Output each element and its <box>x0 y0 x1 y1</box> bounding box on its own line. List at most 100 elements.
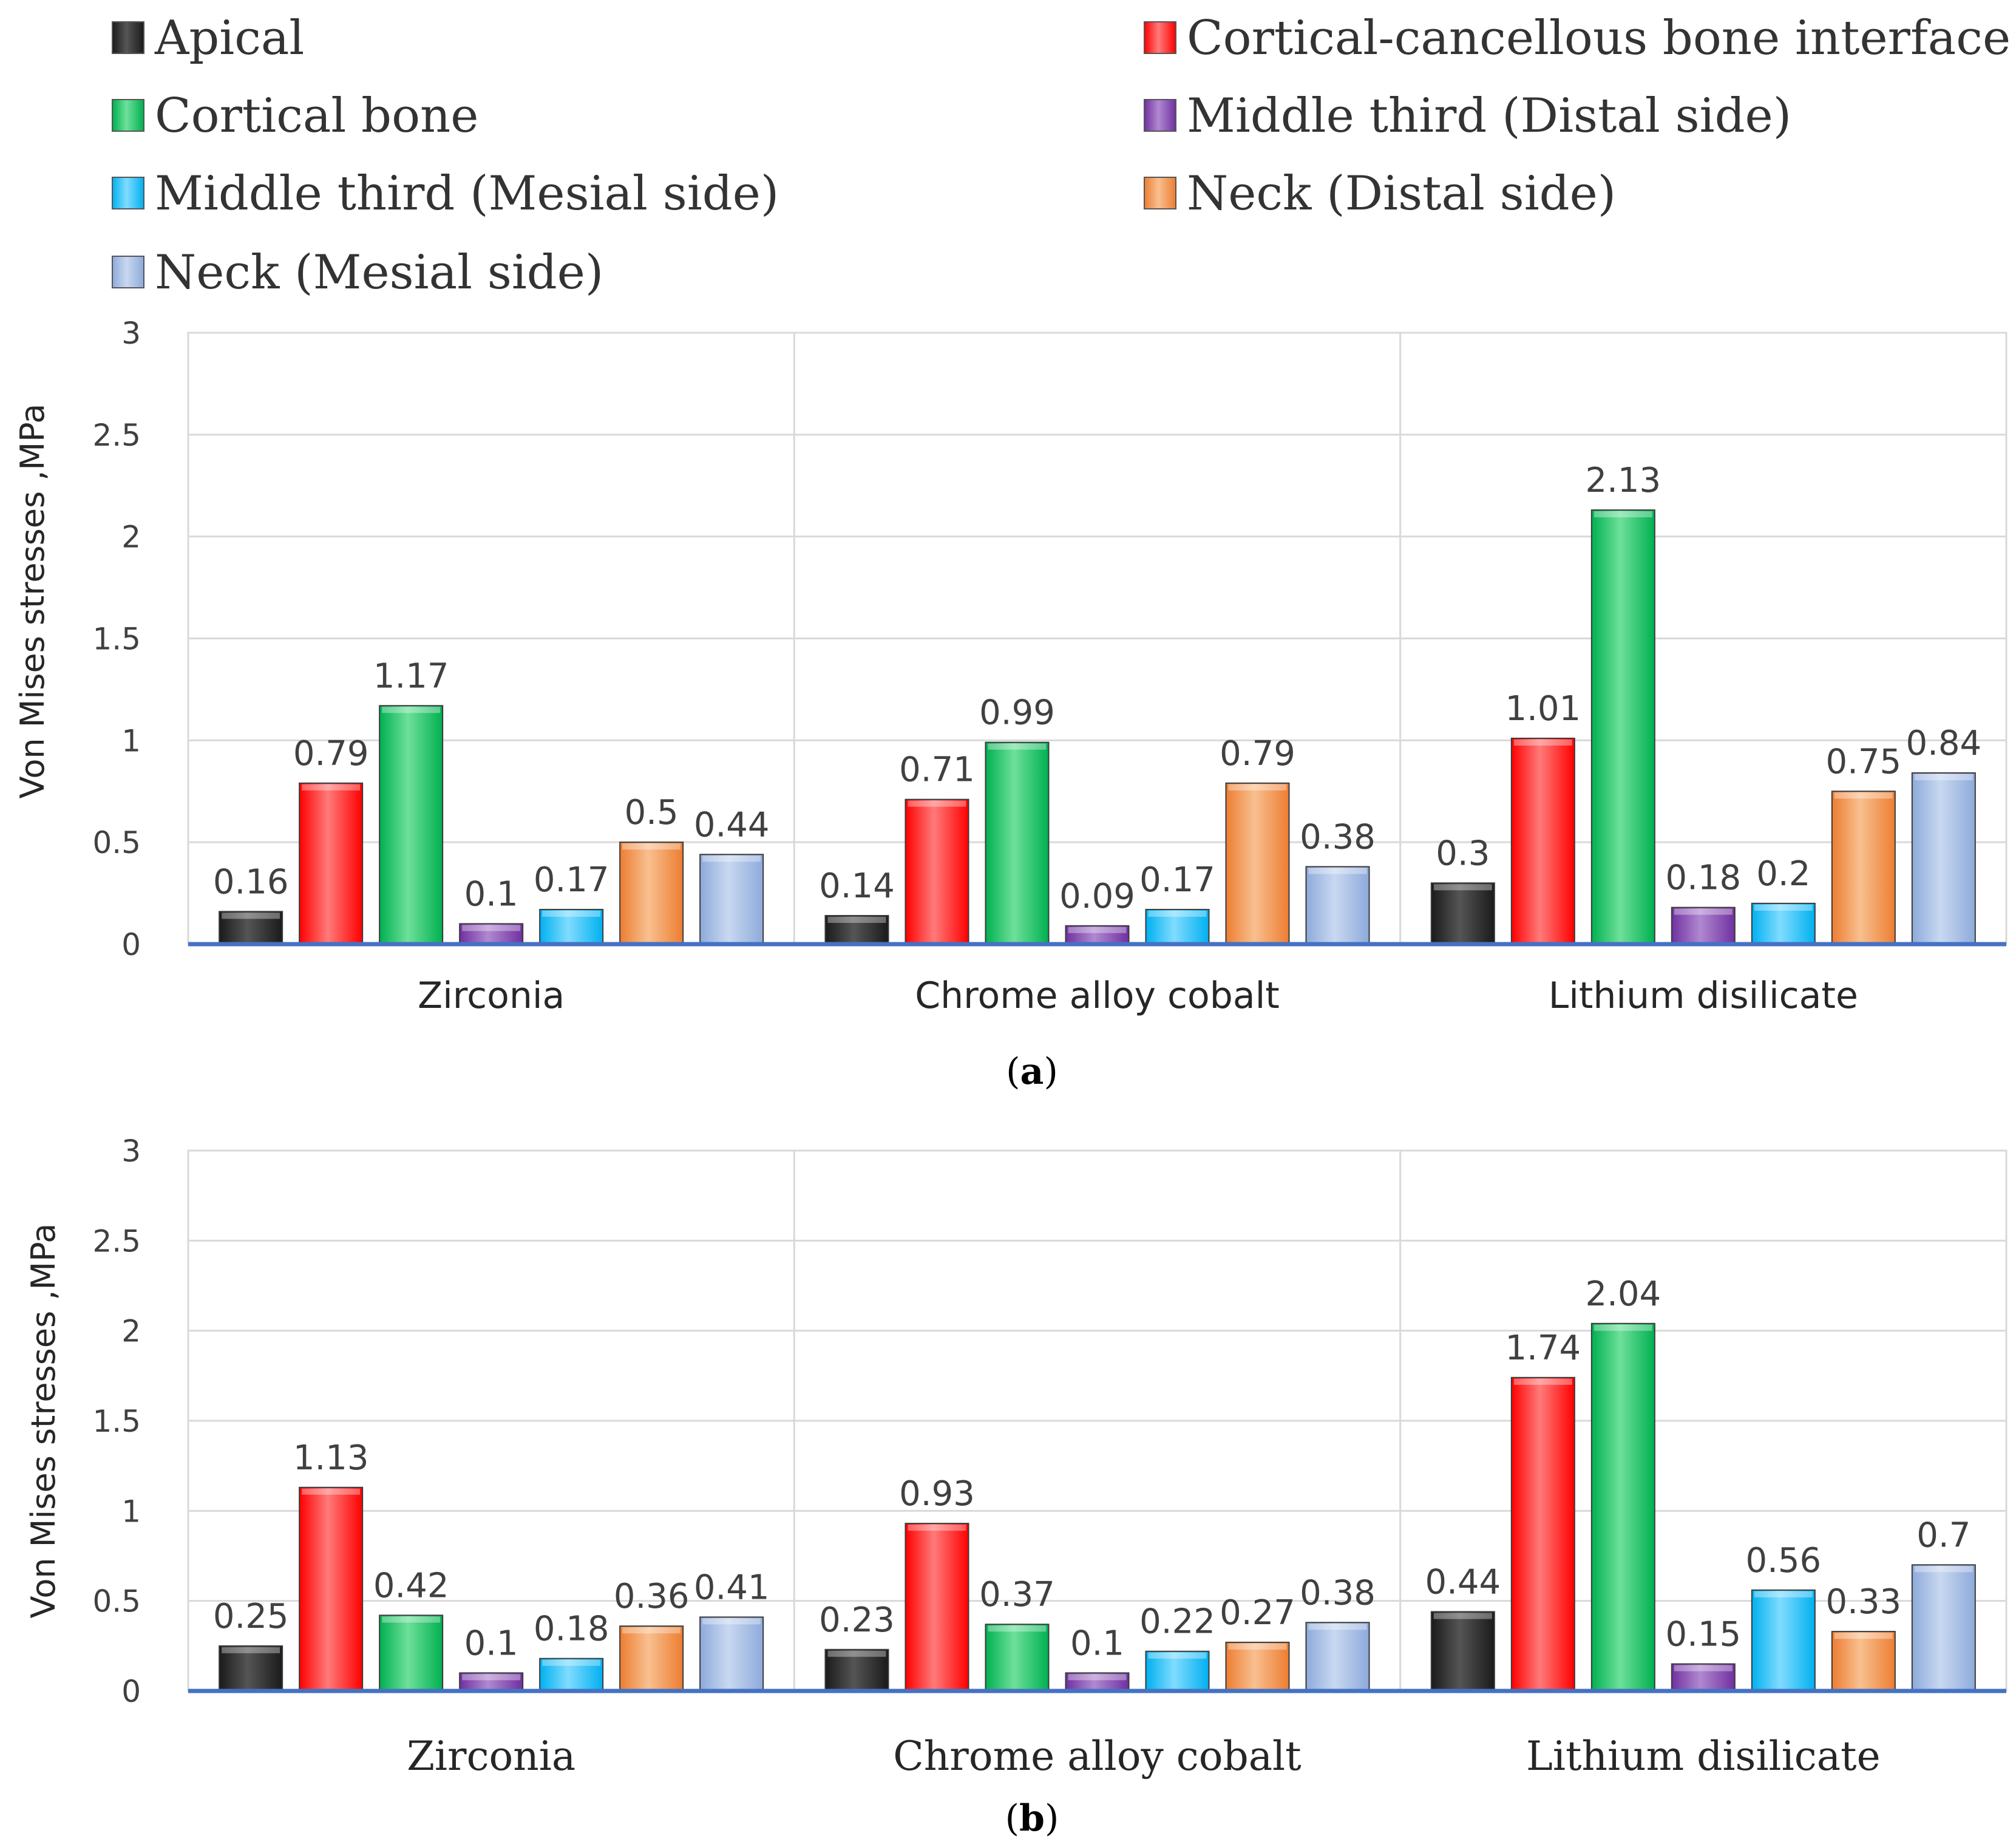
bar-chrome-alloy-cobalt-apical <box>824 1648 889 1692</box>
bar-lithium-disilicate-middle-third-distal-side <box>1671 1663 1736 1692</box>
bar-bevel-zirconia-middle-third-distal-side <box>462 1674 521 1681</box>
bar-chrome-alloy-cobalt-middle-third-distal-side <box>1065 925 1130 945</box>
bar-chrome-alloy-cobalt-cortical-bone <box>985 741 1050 945</box>
bar-zirconia-apical <box>219 1645 283 1692</box>
bar-bevel-chrome-alloy-cobalt-cortical-cancellous-bone-interface <box>908 800 966 807</box>
bar-bevel-lithium-disilicate-middle-third-distal-side <box>1674 908 1733 915</box>
y-axis-label: Von Mises stresses ,MPa <box>13 404 52 799</box>
data-label-chrome-alloy-cobalt-middle-third-distal-side: 0.1 <box>1070 1624 1124 1663</box>
bar-chrome-alloy-cobalt-apical <box>824 915 889 945</box>
bar-bevel-lithium-disilicate-apical <box>1433 884 1492 891</box>
bar-zirconia-cortical-bone <box>379 705 444 945</box>
legend-swatch-neck-mesial-side <box>112 256 144 288</box>
y-tick-label: 0 <box>121 927 141 962</box>
data-label-zirconia-neck-distal-side: 0.36 <box>614 1577 690 1616</box>
bar-chrome-alloy-cobalt-neck-mesial-side <box>1305 866 1370 945</box>
bar-chrome-alloy-cobalt-cortical-cancellous-bone-interface <box>904 1523 969 1692</box>
data-label-chrome-alloy-cobalt-middle-third-mesial-side: 0.22 <box>1139 1602 1215 1642</box>
bar-zirconia-neck-distal-side <box>619 1625 684 1692</box>
bar-bevel-zirconia-neck-mesial-side <box>702 1618 761 1625</box>
data-label-chrome-alloy-cobalt-cortical-bone: 0.37 <box>979 1575 1055 1614</box>
bar-bevel-zirconia-apical <box>222 913 280 919</box>
bar-bevel-chrome-alloy-cobalt-neck-distal-side <box>1228 784 1287 791</box>
y-tick-label: 0.5 <box>92 825 141 860</box>
data-label-zirconia-middle-third-distal-side: 0.1 <box>464 1624 518 1663</box>
bar-bevel-zirconia-middle-third-mesial-side <box>542 1659 601 1666</box>
y-tick-label: 1.5 <box>92 1404 141 1439</box>
caption: (b) <box>1005 1797 1059 1840</box>
bar-bevel-chrome-alloy-cobalt-middle-third-distal-side <box>1068 927 1127 933</box>
bar-zirconia-middle-third-distal-side <box>459 923 524 945</box>
data-label-chrome-alloy-cobalt-middle-third-mesial-side: 0.17 <box>1139 860 1215 900</box>
caption-letter: b <box>1019 1797 1045 1840</box>
category-label-zirconia: Zirconia <box>407 1733 575 1780</box>
y-tick-label: 1.5 <box>92 622 141 657</box>
data-label-zirconia-cortical-cancellous-bone-interface: 1.13 <box>293 1438 369 1478</box>
chart-b: 0 0.5 1 1.5 2 2.5 3 0.25 1.13 0.42 0.1 0.180.36 0.41… <box>24 1134 2008 1840</box>
data-label-chrome-alloy-cobalt-neck-distal-side: 0.79 <box>1220 734 1295 774</box>
y-tick-label: 3 <box>121 1134 141 1169</box>
bar-bevel-zirconia-neck-distal-side <box>622 843 681 850</box>
data-label-lithium-disilicate-middle-third-mesial-side: 0.2 <box>1756 854 1810 894</box>
bar-bevel-lithium-disilicate-middle-third-mesial-side <box>1754 904 1813 911</box>
y-axis-label: Von Mises stresses ,MPa <box>24 1223 63 1619</box>
data-label-lithium-disilicate-cortical-bone: 2.13 <box>1585 461 1661 500</box>
legend-item-cortical-bone: Cortical bone <box>112 89 478 143</box>
y-tick-label: 1 <box>121 723 141 758</box>
legend-label-neck-mesial-side: Neck (Mesial side) <box>155 245 603 300</box>
bar-zirconia-middle-third-distal-side <box>459 1672 524 1692</box>
bar-zirconia-neck-mesial-side <box>699 1616 764 1692</box>
bar-bevel-lithium-disilicate-cortical-cancellous-bone-interface <box>1513 1378 1572 1385</box>
bar-bevel-lithium-disilicate-middle-third-distal-side <box>1674 1665 1733 1672</box>
legend-item-apical: Apical <box>112 11 304 66</box>
data-label-zirconia-middle-third-mesial-side: 0.18 <box>534 1610 609 1649</box>
bar-lithium-disilicate-cortical-cancellous-bone-interface <box>1510 737 1575 945</box>
legend-swatch-cortical-bone <box>112 99 144 132</box>
data-label-chrome-alloy-cobalt-apical: 0.14 <box>819 866 895 906</box>
y-tick-label: 0.5 <box>92 1584 141 1619</box>
bar-bevel-zirconia-neck-distal-side <box>622 1627 681 1634</box>
bar-bevel-chrome-alloy-cobalt-middle-third-distal-side <box>1068 1674 1127 1681</box>
legend-item-cortical-cancellous-bone-interface: Cortical-cancellous bone interface <box>1144 11 2011 66</box>
legend-swatch-apical <box>112 21 144 54</box>
bar-bevel-zirconia-middle-third-mesial-side <box>542 910 601 917</box>
data-label-lithium-disilicate-apical: 0.44 <box>1425 1562 1501 1602</box>
bar-lithium-disilicate-neck-mesial-side <box>1911 772 1976 945</box>
data-label-zirconia-cortical-cancellous-bone-interface: 0.79 <box>293 734 369 774</box>
data-label-lithium-disilicate-neck-mesial-side: 0.7 <box>1916 1515 1970 1555</box>
data-label-chrome-alloy-cobalt-cortical-cancellous-bone-interface: 0.93 <box>899 1474 975 1514</box>
bar-lithium-disilicate-neck-distal-side <box>1831 791 1896 945</box>
bar-bevel-chrome-alloy-cobalt-neck-mesial-side <box>1308 1624 1367 1630</box>
bar-bevel-lithium-disilicate-neck-distal-side <box>1834 792 1893 799</box>
caption-letter: a <box>1020 1050 1044 1093</box>
bar-lithium-disilicate-cortical-bone <box>1590 509 1655 945</box>
bar-chrome-alloy-cobalt-middle-third-distal-side <box>1065 1672 1130 1692</box>
legend: Apical Cortical-cancellous bone interface… <box>112 11 2011 300</box>
legend-label-neck-distal-side: Neck (Distal side) <box>1187 166 1616 221</box>
bar-bevel-chrome-alloy-cobalt-middle-third-mesial-side <box>1148 1652 1207 1659</box>
bar-bevel-zirconia-cortical-bone <box>382 1616 441 1623</box>
caption-close: ) <box>1045 1797 1059 1840</box>
bar-bevel-zirconia-cortical-cancellous-bone-interface <box>302 1488 361 1495</box>
bar-chrome-alloy-cobalt-middle-third-mesial-side <box>1145 1650 1210 1692</box>
bar-bevel-chrome-alloy-cobalt-neck-mesial-side <box>1308 868 1367 874</box>
bar-chrome-alloy-cobalt-neck-mesial-side <box>1305 1622 1370 1692</box>
category-label-lithium-disilicate: Lithium disilicate <box>1526 1733 1881 1780</box>
bar-bevel-chrome-alloy-cobalt-middle-third-mesial-side <box>1148 910 1207 917</box>
data-label-lithium-disilicate-cortical-cancellous-bone-interface: 1.01 <box>1505 689 1581 729</box>
category-label-zirconia: Zirconia <box>418 975 565 1017</box>
caption: (a) <box>1006 1050 1058 1093</box>
data-label-chrome-alloy-cobalt-cortical-cancellous-bone-interface: 0.71 <box>899 750 975 790</box>
bar-lithium-disilicate-middle-third-distal-side <box>1671 906 1736 945</box>
bar-chrome-alloy-cobalt-cortical-bone <box>985 1624 1050 1692</box>
caption-open: ( <box>1006 1050 1020 1093</box>
bar-bevel-zirconia-apical <box>222 1647 280 1653</box>
data-label-lithium-disilicate-apical: 0.3 <box>1436 834 1490 873</box>
bar-bevel-lithium-disilicate-middle-third-mesial-side <box>1754 1591 1813 1597</box>
bar-chrome-alloy-cobalt-neck-distal-side <box>1225 1641 1290 1692</box>
category-label-lithium-disilicate: Lithium disilicate <box>1549 975 1858 1017</box>
bar-chrome-alloy-cobalt-cortical-cancellous-bone-interface <box>904 798 969 945</box>
caption-open: ( <box>1005 1797 1019 1840</box>
legend-swatch-neck-distal-side <box>1144 177 1176 209</box>
